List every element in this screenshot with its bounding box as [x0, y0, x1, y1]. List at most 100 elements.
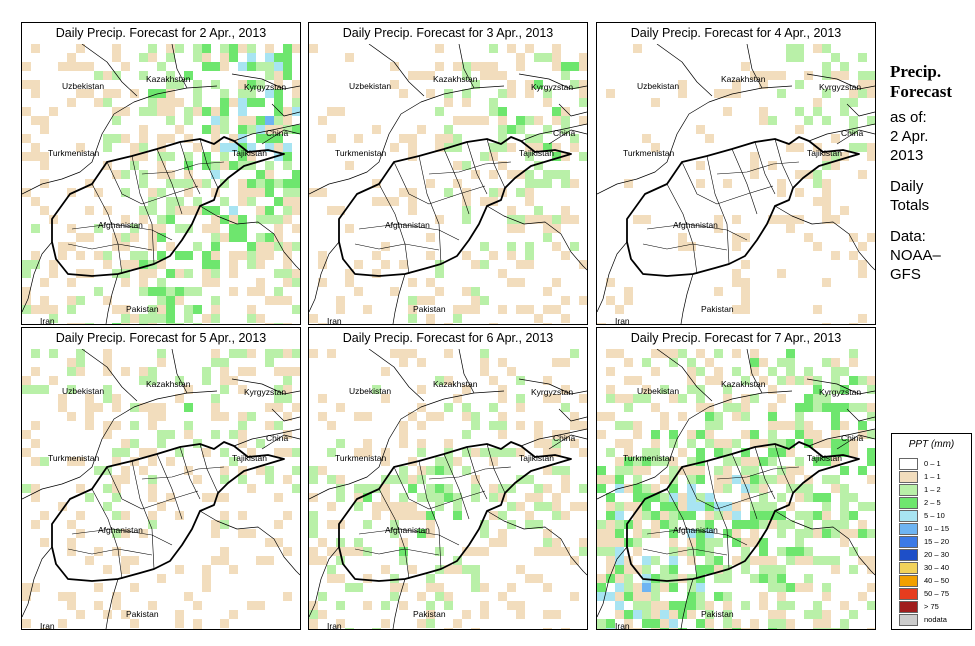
precip-cell	[435, 583, 444, 592]
precip-cell	[211, 556, 220, 565]
precip-cell	[220, 53, 229, 62]
precip-cell	[22, 619, 31, 628]
country-label: Turkmenistan	[335, 453, 386, 463]
precip-cell	[543, 466, 552, 475]
country-label: Kazakhstan	[721, 74, 766, 84]
country-border	[105, 578, 119, 629]
precip-cell	[552, 448, 561, 457]
map-canvas: UzbekistanKazakhstanKyrgyzstanChinaTurkm…	[22, 349, 300, 629]
precip-cell	[660, 520, 669, 529]
precip-cell	[750, 349, 759, 358]
precip-cell	[31, 152, 40, 161]
precip-cell	[480, 583, 489, 592]
precip-cell	[139, 134, 148, 143]
precip-cell	[309, 610, 318, 619]
precip-cell	[309, 547, 318, 556]
panel-5-apr: Daily Precip. Forecast for 5 Apr., 2013 …	[21, 327, 301, 630]
precip-cell	[768, 367, 777, 376]
precip-cell	[534, 215, 543, 224]
precip-cell	[534, 484, 543, 493]
precip-cell	[202, 44, 211, 53]
precip-cell	[94, 188, 103, 197]
precip-cell	[822, 161, 831, 170]
precip-cell	[121, 529, 130, 538]
precip-cell	[858, 529, 867, 538]
precip-cell	[220, 116, 229, 125]
precip-cell	[660, 628, 669, 629]
precip-cell	[220, 475, 229, 484]
precip-cell	[426, 520, 435, 529]
precip-cell	[579, 152, 587, 161]
precip-cell	[435, 502, 444, 511]
country-label: Pakistan	[126, 304, 159, 314]
precip-cell	[741, 484, 750, 493]
precip-cell	[768, 457, 777, 466]
precip-cell	[220, 412, 229, 421]
precip-cell	[507, 143, 516, 152]
province-border	[179, 141, 201, 195]
precip-cell	[480, 358, 489, 367]
precip-cell	[408, 143, 417, 152]
precip-cell	[552, 53, 561, 62]
precip-cell	[804, 403, 813, 412]
precip-cell	[543, 502, 552, 511]
precip-cell	[336, 493, 345, 502]
precip-cell	[229, 287, 238, 296]
precip-cell	[777, 574, 786, 583]
precip-cell	[795, 466, 804, 475]
province-border	[156, 453, 183, 520]
precip-cell	[696, 529, 705, 538]
precip-cell	[85, 421, 94, 430]
precip-cell	[157, 502, 166, 511]
country-border	[309, 241, 340, 313]
precip-cell	[453, 161, 462, 170]
precip-cell	[813, 556, 822, 565]
precip-cell	[166, 296, 175, 305]
precip-cell	[777, 215, 786, 224]
precip-cell	[157, 358, 166, 367]
precip-cell	[157, 287, 166, 296]
precip-cell	[579, 421, 587, 430]
precip-cell	[390, 62, 399, 71]
precip-cell	[202, 376, 211, 385]
precip-cell	[687, 592, 696, 601]
precip-cell	[552, 439, 561, 448]
precip-cell	[417, 358, 426, 367]
precip-cell	[67, 62, 76, 71]
precip-cell	[525, 493, 534, 502]
precip-cell	[157, 412, 166, 421]
precip-cell	[426, 278, 435, 287]
precip-cell	[103, 251, 112, 260]
precip-cell	[166, 430, 175, 439]
precip-cell	[543, 170, 552, 179]
precip-cell	[768, 430, 777, 439]
precip-cell	[49, 305, 58, 314]
precip-cell	[148, 601, 157, 610]
precip-cell	[516, 224, 525, 233]
precip-cell	[615, 556, 624, 565]
precip-cell	[606, 547, 615, 556]
precip-cell	[444, 601, 453, 610]
precip-cell	[633, 511, 642, 520]
province-border	[354, 243, 440, 251]
precip-cell	[211, 314, 220, 323]
precip-cell	[85, 269, 94, 278]
precip-cell	[247, 152, 256, 161]
precip-cell	[139, 107, 148, 116]
precip-cell	[570, 349, 579, 358]
precip-cell	[166, 206, 175, 215]
precip-cell	[148, 448, 157, 457]
precip-cell	[669, 349, 678, 358]
precip-cell	[759, 475, 768, 484]
precip-cell	[642, 502, 651, 511]
precip-cell	[22, 305, 31, 314]
precip-cell	[444, 403, 453, 412]
precip-cell	[822, 71, 831, 80]
precip-cell	[813, 179, 822, 188]
precip-cell	[606, 448, 615, 457]
precip-cell	[211, 349, 220, 358]
precip-cell	[247, 529, 256, 538]
precip-cell	[148, 323, 157, 324]
precip-cell	[606, 592, 615, 601]
precip-cell	[741, 520, 750, 529]
